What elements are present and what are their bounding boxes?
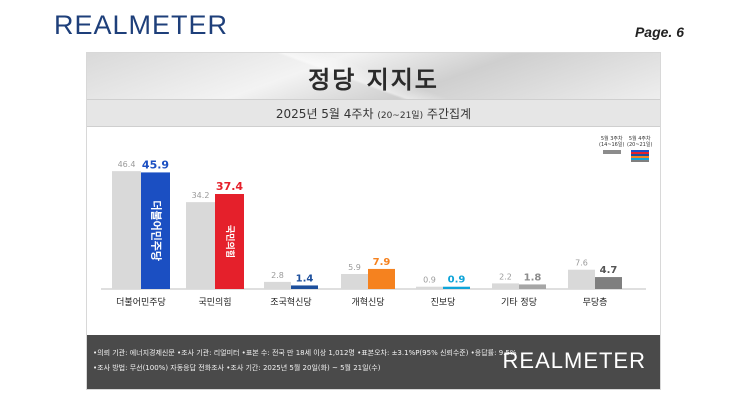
category-label: 조국혁신당 <box>270 297 311 308</box>
subtitle-range: (20~21일) <box>377 111 424 121</box>
category-label: 국민의힘 <box>198 297 231 308</box>
legend-current-label1: 5월 4주차 <box>628 136 651 142</box>
bar-current <box>141 172 170 289</box>
value-label-current: 0.9 <box>448 275 466 286</box>
page-number: Page. 6 <box>634 24 684 40</box>
slide: 정당 지지도 2025년 5월 4주차 (20~21일) 주간집계 5월 3주차… <box>86 52 661 390</box>
value-label-previous: 2.8 <box>271 271 284 280</box>
footer-line-2: •조사 방법: 무선(100%) 자동응답 전화조사 •조사 기간: 2025년… <box>93 364 381 372</box>
brand-logo: REALMETER <box>54 10 229 40</box>
value-label-previous: 7.6 <box>575 259 588 268</box>
subtitle-bar: 2025년 5월 4주차 (20~21일) 주간집계 <box>87 99 660 127</box>
bar-current <box>368 268 395 289</box>
legend-current: 5월 4주차 (20~21일) <box>627 136 652 162</box>
legend-previous-label1: 5월 3주차 <box>600 136 623 142</box>
bar-previous <box>492 283 519 289</box>
legend-previous-swatch <box>602 150 621 154</box>
title-banner: 정당 지지도 <box>87 53 660 99</box>
value-label-current: 4.7 <box>600 265 618 276</box>
bar-previous <box>264 281 291 289</box>
category-label: 기타 정당 <box>501 297 537 308</box>
value-label-previous: 34.2 <box>192 191 210 200</box>
value-label-previous: 5.9 <box>348 263 361 272</box>
footer: •의뢰 기관: 에너지경제신문 •조사 기관: 리얼미터 •표본 수: 전국 만… <box>87 335 660 389</box>
legend-current-swatch <box>630 150 649 162</box>
value-label-previous: 2.2 <box>499 272 512 281</box>
chart-title: 정당 지지도 <box>308 66 439 94</box>
value-label-current: 1.4 <box>296 273 314 284</box>
legend-current-label2: (20~21일) <box>627 142 653 148</box>
value-label-previous: 46.4 <box>118 160 136 169</box>
bar-current <box>519 284 546 289</box>
subtitle-main: 2025년 5월 4주차 <box>275 107 374 121</box>
footer-line-1: •의뢰 기관: 에너지경제신문 •조사 기관: 리얼미터 •표본 수: 전국 만… <box>93 349 517 357</box>
bar-previous <box>186 202 215 289</box>
bar-previous <box>568 269 595 289</box>
value-label-previous: 0.9 <box>423 276 436 285</box>
value-label-current: 45.9 <box>142 158 169 171</box>
legend-previous: 5월 3주차 (14~16일) <box>599 136 624 154</box>
bar-current <box>215 194 244 289</box>
bar-previous <box>112 171 141 289</box>
category-label: 개혁신당 <box>351 297 384 308</box>
legend-previous-label2: (14~16일) <box>599 142 625 148</box>
value-label-current: 1.8 <box>524 272 542 283</box>
category-label: 더불어민주당 <box>116 297 166 308</box>
chart-subtitle: 2025년 5월 4주차 (20~21일) 주간집계 <box>87 105 660 122</box>
value-label-current: 37.4 <box>216 180 243 193</box>
bar-previous <box>341 274 368 289</box>
bar-previous <box>416 286 443 289</box>
category-label: 진보당 <box>431 297 456 308</box>
footer-logo: REALMETER <box>502 348 646 373</box>
bar-current <box>443 286 470 289</box>
value-label-current: 7.9 <box>373 257 391 268</box>
party-logo-text: 국민의힘 <box>224 225 236 258</box>
bar-current <box>291 285 318 289</box>
bar-current <box>595 277 622 289</box>
subtitle-tail: 주간집계 <box>426 107 472 121</box>
category-label: 무당층 <box>583 297 608 308</box>
party-logo-text: 더불어민주당 <box>150 200 164 261</box>
